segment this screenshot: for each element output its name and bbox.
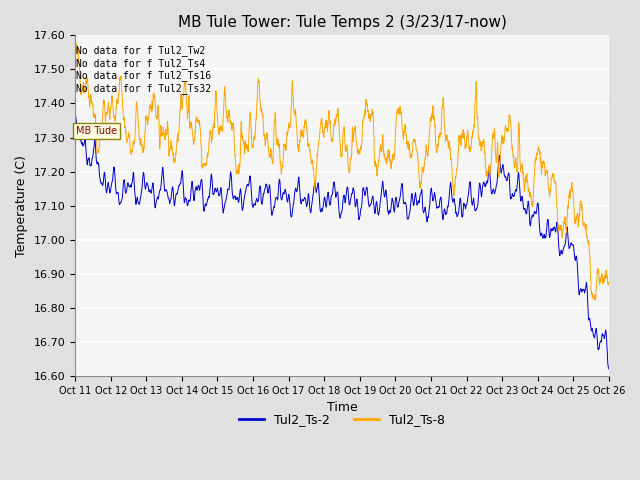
Line: Tul2_Ts-8: Tul2_Ts-8 [75, 43, 609, 300]
Tul2_Ts-2 [461, 206, 469, 212]
Tul2_Ts-8 [590, 297, 598, 303]
Text: MB Tude: MB Tude [76, 126, 117, 135]
Tul2_Ts-8 [604, 280, 612, 286]
Tul2_Ts-2 [72, 112, 79, 118]
Tul2_Ts-2 [604, 363, 612, 369]
Tul2_Ts-2 [492, 186, 500, 192]
Tul2_Ts-8 [605, 280, 612, 286]
X-axis label: Time: Time [326, 401, 357, 414]
Tul2_Ts-2 [322, 204, 330, 210]
Tul2_Ts-2 [71, 112, 79, 118]
Line: Tul2_Ts-2: Tul2_Ts-2 [75, 115, 609, 369]
Legend: Tul2_Ts-2, Tul2_Ts-8: Tul2_Ts-2, Tul2_Ts-8 [234, 408, 451, 431]
Tul2_Ts-8 [492, 153, 500, 159]
Tul2_Ts-8 [461, 142, 469, 148]
Tul2_Ts-8 [72, 40, 80, 46]
Tul2_Ts-2 [167, 194, 175, 200]
Tul2_Ts-8 [432, 141, 440, 147]
Text: No data for f Tul2_Tw2
No data for f Tul2_Ts4
No data for f Tul2_Ts16
No data fo: No data for f Tul2_Tw2 No data for f Tul… [76, 46, 211, 94]
Y-axis label: Temperature (C): Temperature (C) [15, 155, 28, 257]
Tul2_Ts-2 [432, 200, 440, 206]
Tul2_Ts-8 [322, 117, 330, 123]
Tul2_Ts-8 [71, 46, 79, 51]
Tul2_Ts-8 [167, 144, 175, 150]
Title: MB Tule Tower: Tule Temps 2 (3/23/17-now): MB Tule Tower: Tule Temps 2 (3/23/17-now… [177, 15, 506, 30]
Tul2_Ts-2 [605, 366, 612, 372]
